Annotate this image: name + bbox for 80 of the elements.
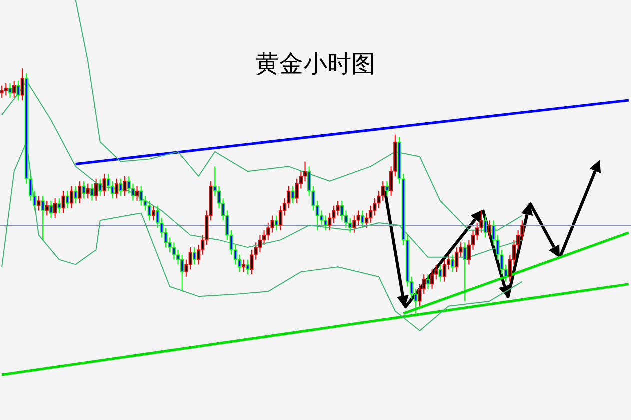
candlestick — [488, 220, 492, 238]
candlestick — [270, 215, 274, 234]
candlestick — [49, 200, 54, 219]
candlestick — [12, 80, 16, 99]
candlestick — [90, 183, 94, 202]
candlestick — [164, 227, 168, 248]
candlestick — [418, 284, 422, 307]
candlestick — [463, 242, 467, 302]
candlestick — [217, 186, 222, 209]
candlestick — [274, 215, 278, 231]
candlestick — [33, 190, 37, 212]
candlestick — [102, 174, 106, 197]
candlestick — [287, 186, 291, 209]
candlestick — [303, 161, 308, 182]
candlestick — [360, 210, 364, 228]
chart-title: 黄金小时图 — [254, 49, 376, 80]
candlestick — [148, 200, 152, 222]
candlestick — [28, 174, 33, 202]
candlestick — [114, 178, 119, 200]
candlestick — [332, 205, 336, 224]
candlestick — [455, 247, 459, 273]
candlestick — [295, 178, 299, 204]
candlestick — [450, 254, 455, 273]
candlestick — [119, 178, 123, 197]
candlestick — [82, 180, 86, 200]
candlestick — [41, 196, 45, 241]
candlestick — [53, 198, 58, 219]
candlestick — [127, 176, 131, 194]
candlestick — [459, 242, 463, 258]
candlestick — [480, 210, 484, 234]
candlestick — [258, 234, 262, 253]
candlestick — [381, 180, 385, 202]
candlestick — [196, 244, 201, 266]
candlestick — [520, 220, 524, 241]
candlestick — [172, 242, 176, 260]
candlestick — [16, 80, 20, 101]
candlestick — [131, 183, 135, 202]
candlestick — [340, 200, 344, 222]
candlestick — [140, 186, 144, 206]
candlestick — [180, 254, 184, 292]
candlestick — [266, 222, 270, 241]
candlestick — [254, 242, 258, 260]
candlestick — [234, 244, 238, 266]
candlestick — [348, 218, 352, 234]
candlestick — [484, 215, 488, 238]
candlestick — [278, 205, 282, 231]
candlestick — [66, 190, 70, 209]
candlestick — [471, 230, 476, 250]
candlestick — [500, 250, 504, 276]
candlestick — [0, 85, 4, 99]
candlestick — [328, 212, 332, 231]
candlestick — [94, 178, 98, 202]
candlestick — [356, 210, 360, 226]
candlestick — [123, 176, 127, 197]
candlestick — [368, 205, 373, 224]
candlestick — [377, 190, 381, 209]
candlestick — [291, 186, 295, 204]
candlestick — [476, 222, 480, 241]
candlestick — [373, 198, 377, 216]
candlestick — [352, 215, 356, 234]
candlestick — [250, 250, 254, 276]
candlestick — [438, 264, 442, 282]
candlestick — [20, 68, 24, 101]
candlestick — [78, 180, 82, 204]
candlestick — [389, 166, 394, 197]
candlestick — [110, 180, 115, 200]
candlestick — [442, 259, 446, 282]
candlestick — [188, 247, 192, 270]
candlestick — [192, 247, 196, 266]
candlestick — [74, 186, 78, 204]
candlestick — [70, 186, 74, 209]
candlestick — [516, 230, 520, 250]
candlestick — [238, 254, 242, 273]
candlestick — [336, 200, 340, 216]
candlestick — [106, 174, 110, 192]
candlestick — [156, 205, 160, 228]
candlestick — [430, 269, 434, 290]
candlestick — [98, 178, 102, 197]
candlestick — [37, 196, 41, 212]
candlestick — [62, 190, 66, 214]
